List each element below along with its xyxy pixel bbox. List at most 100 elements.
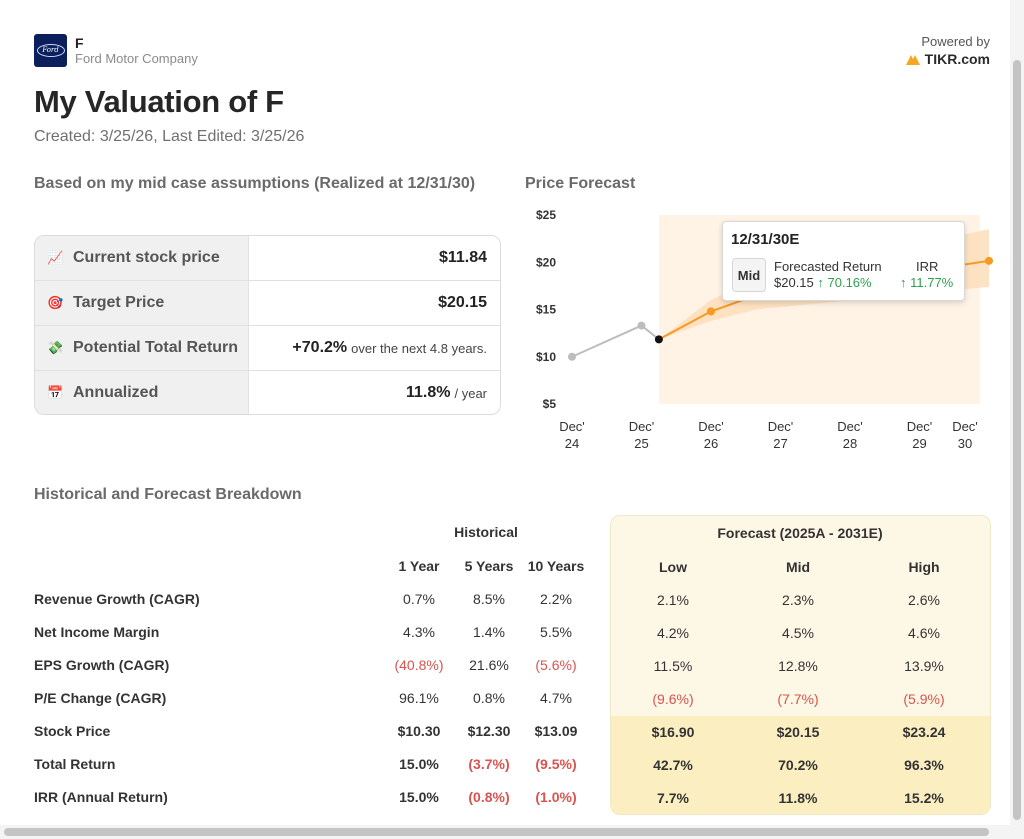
table-cell: 42.7%	[653, 757, 693, 773]
y-tick-label: $20	[536, 255, 556, 269]
tikr-brand-text: TIKR.com	[924, 51, 990, 67]
summary-value: $11.84	[438, 249, 487, 266]
x-tick-label: 27	[773, 436, 787, 451]
chart-tooltip: 12/31/30E Mid Forecasted Return $20.15 ↑…	[722, 221, 965, 301]
table-cell: (40.8%)	[394, 657, 444, 673]
summary-row-total-return: 💸 Potential Total Return +70.2% over the n…	[35, 326, 500, 370]
historical-header: Historical	[454, 524, 518, 540]
summary-label: Potential Total Return	[73, 339, 239, 356]
powered-by-label: Powered by	[921, 34, 990, 49]
horizontal-scroll-thumb[interactable]	[4, 828, 989, 836]
table-cell: 0.8%	[473, 690, 505, 706]
x-tick-label: Dec'	[698, 419, 724, 434]
summary-value: +70.2%	[292, 339, 348, 356]
calendar-icon: 📅	[47, 385, 64, 400]
table-cell: 4.2%	[657, 625, 689, 641]
tooltip-price: $20.15	[774, 275, 814, 290]
summary-label: Current stock price	[73, 249, 220, 266]
x-tick-label: Dec'	[837, 419, 863, 434]
summary-label: Target Price	[73, 294, 165, 311]
y-tick-label: $10	[536, 350, 556, 364]
historical-point	[637, 321, 646, 330]
table-cell: 4.3%	[403, 624, 435, 640]
table-cell: 2.6%	[908, 592, 940, 608]
forecast-panel	[610, 515, 991, 815]
table-cell: 7.7%	[657, 790, 689, 806]
table-cell: 2.1%	[657, 592, 689, 608]
x-tick-label: 28	[843, 436, 857, 451]
table-cell: $16.90	[651, 724, 695, 740]
table-cell: 2.3%	[782, 592, 814, 608]
column-header: 10 Years	[527, 558, 585, 574]
table-cell: (1.0%)	[535, 789, 577, 805]
money-icon: 💸	[47, 340, 64, 355]
table-cell: 4.6%	[908, 625, 940, 641]
summary-value: $20.15	[438, 294, 487, 311]
x-tick-label: Dec'	[768, 419, 794, 434]
company-name: Ford Motor Company	[75, 51, 198, 66]
table-cell: (9.5%)	[535, 756, 577, 772]
table-cell: 13.9%	[904, 658, 944, 674]
logo-text: Ford	[36, 44, 65, 57]
table-cell: (3.7%)	[468, 756, 510, 772]
divider	[35, 370, 500, 371]
forecast-point	[707, 307, 715, 316]
table-cell: 4.7%	[540, 690, 572, 706]
tooltip-date: 12/31/30E	[731, 231, 800, 248]
historical-point	[568, 352, 576, 361]
tooltip-scenario-badge: Mid	[732, 258, 766, 292]
y-tick-label: $25	[536, 208, 556, 222]
summary-heading: Based on my mid case assumptions (Realiz…	[34, 175, 476, 192]
table-cell: 15.0%	[399, 789, 439, 805]
tikr-logo-icon	[905, 55, 920, 65]
table-cell: 70.2%	[778, 757, 818, 773]
vertical-scroll-thumb[interactable]	[1013, 60, 1021, 820]
table-cell: 8.5%	[473, 591, 505, 607]
historical-line	[571, 324, 660, 358]
forecast-header: Forecast (2025A - 2031E)	[717, 525, 883, 541]
company-logo: Ford	[34, 34, 67, 67]
chart-icon: 📈	[47, 250, 64, 265]
row-label: IRR (Annual Return)	[34, 789, 168, 805]
row-label: P/E Change (CAGR)	[34, 690, 167, 706]
table-cell: 2.2%	[540, 591, 572, 607]
row-label: Total Return	[34, 756, 116, 772]
x-tick-label: 24	[565, 436, 579, 451]
table-cell: 11.8%	[778, 790, 818, 806]
table-cell: $20.15	[776, 724, 820, 740]
x-tick-label: Dec'	[559, 419, 585, 434]
current-price-point	[654, 335, 663, 344]
x-tick-label: 26	[704, 436, 718, 451]
table-cell: 96.3%	[904, 757, 944, 773]
table-cell: $23.24	[902, 724, 946, 740]
x-tick-label: 29	[912, 436, 926, 451]
table-cell: 1.4%	[473, 624, 505, 640]
table-cell: 11.5%	[653, 658, 693, 674]
table-cell: $12.30	[467, 723, 511, 739]
row-label: EPS Growth (CAGR)	[34, 657, 170, 673]
chart-title: Price Forecast	[525, 175, 636, 192]
target-icon: 🎯	[47, 295, 64, 310]
tikr-brand[interactable]: TIKR.com	[905, 51, 990, 67]
table-cell: $13.09	[534, 723, 578, 739]
x-tick-label: Dec'	[907, 419, 933, 434]
tooltip-forecast-return-value: $20.15 ↑ 70.16%	[774, 275, 872, 290]
column-header: Mid	[785, 559, 811, 575]
table-cell: 96.1%	[399, 690, 439, 706]
y-tick-label: $15	[536, 303, 556, 317]
table-cell: $10.30	[397, 723, 441, 739]
row-label: Stock Price	[34, 723, 111, 739]
table-cell: (5.9%)	[903, 691, 945, 707]
tooltip-forecast-return-label: Forecasted Return	[774, 259, 882, 274]
page-title: My Valuation of F	[34, 84, 284, 119]
summary-suffix: over the next 4.8 years.	[351, 340, 487, 356]
created-edited-dates: Created: 3/25/26, Last Edited: 3/25/26	[34, 128, 305, 145]
table-cell: (7.7%)	[777, 691, 819, 707]
summary-row-target-price: 🎯 Target Price $20.15	[35, 281, 500, 325]
divider	[35, 325, 500, 326]
x-tick-label: 25	[634, 436, 648, 451]
tooltip-irr-label: IRR	[916, 259, 939, 274]
x-tick-label: Dec'	[952, 419, 978, 434]
table-cell: (5.6%)	[535, 657, 577, 673]
row-label: Net Income Margin	[34, 624, 160, 640]
